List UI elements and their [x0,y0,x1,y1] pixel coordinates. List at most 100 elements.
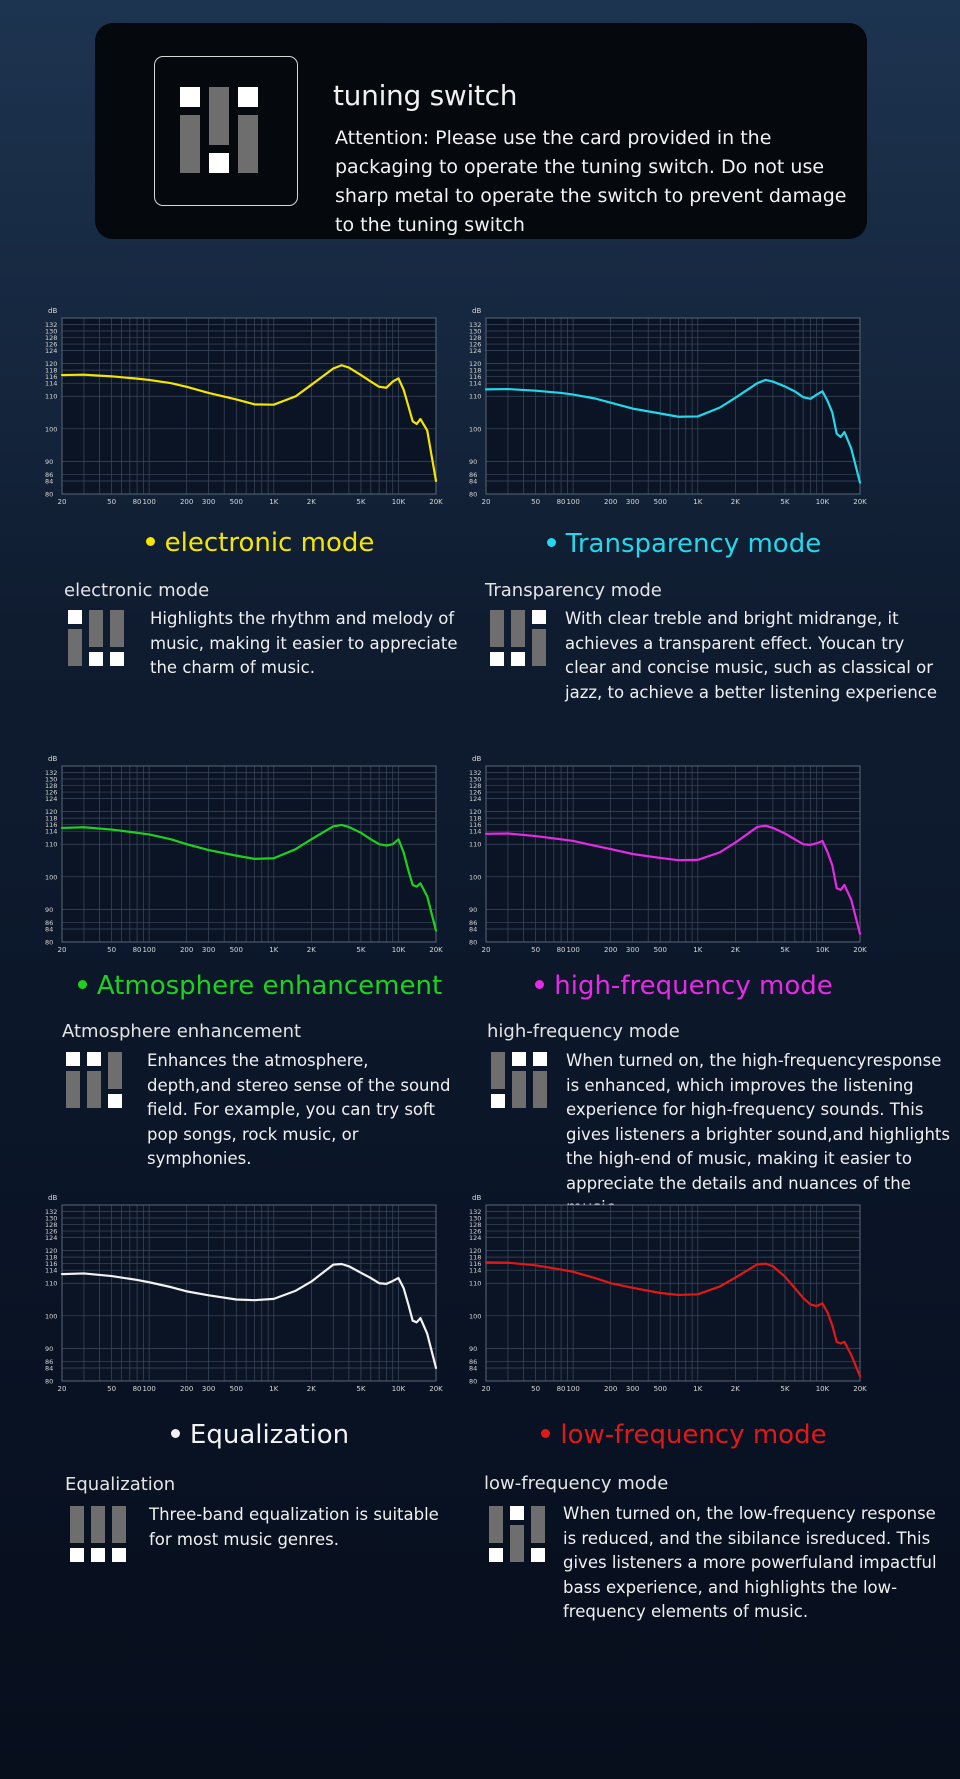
switch-position-icon-transparency [490,610,546,666]
switch-knob [490,652,504,666]
frequency-response-chart-atmosphere: dB13213012812612412011811611411010090868… [45,755,443,954]
switch-track [238,115,258,173]
y-tick-label: 132 [45,321,57,329]
x-tick-label: 500 [230,946,243,954]
switch-diagram-icon [180,87,258,173]
response-curve-atmosphere [60,823,438,932]
mode-subtitle-high-frequency: high-frequency mode [487,1021,680,1042]
y-tick-label: 118 [469,815,481,823]
x-tick-label: 500 [654,1385,667,1393]
x-tick-label: 80 [133,946,142,954]
x-tick-label: 50 [531,498,540,506]
y-tick-label: 100 [469,1312,481,1320]
x-tick-label: 50 [531,1385,540,1393]
frequency-response-chart-high-frequency: dB13213012812612412011811611411010090868… [469,755,867,954]
y-tick-label: 116 [469,1260,481,1268]
y-tick-label: 114 [45,828,57,836]
y-tick-label: 126 [45,789,57,797]
y-tick-label: 132 [469,321,481,329]
y-tick-label: 100 [45,425,57,433]
x-tick-label: 1K [269,946,278,954]
switch-track [70,1506,84,1543]
x-tick-label: 1K [693,1385,702,1393]
switch-knob [491,1094,505,1108]
mode-subtitle-equalization: Equalization [65,1474,176,1495]
y-tick-label: 80 [469,491,477,499]
switch-track [66,1071,80,1108]
switch-knob [512,1052,526,1066]
x-tick-label: 500 [230,1385,243,1393]
x-tick-label: 5K [780,498,789,506]
y-tick-label: 86 [45,919,53,927]
mode-heading-high-frequency: high-frequency mode [474,971,894,1001]
switch-position-icon-low-frequency [489,1506,545,1562]
x-tick-label: 300 [202,1385,215,1393]
y-tick-label: 118 [45,1254,57,1262]
mode-description-high-frequency: When turned on, the high-frequencyrespon… [566,1051,950,1217]
y-tick-label: 86 [469,1358,477,1366]
y-tick-label: 128 [45,782,57,790]
response-curve-electronic [60,364,438,483]
y-tick-label: 118 [45,367,57,375]
switch-knob [87,1052,101,1066]
mode-switch-slider-1 [66,1052,80,1108]
frequency-response-chart-low-frequency: dB13213012812612412011811611411010090868… [469,1194,867,1393]
mode-subtitle-low-frequency: low-frequency mode [484,1473,669,1494]
response-curve-high-frequency [484,824,862,935]
switch-track [108,1052,122,1089]
switch-track [68,629,82,666]
switch-track [112,1506,126,1543]
mode-switch-slider-2 [87,1052,101,1108]
y-tick-label: 116 [45,821,57,829]
header-switch-slider-2 [209,87,229,173]
x-tick-label: 2K [307,946,316,954]
response-curve-low-frequency [484,1261,862,1378]
mode-description-transparency: With clear treble and bright midrange, i… [565,609,938,702]
y-tick-label: 126 [45,1228,57,1236]
chart-border [485,317,861,495]
y-tick-label: 84 [45,477,53,485]
mode-heading-text: electronic mode [164,528,375,558]
y-tick-label: 90 [469,458,477,466]
y-tick-label: 100 [45,1312,57,1320]
y-tick-label: 120 [469,808,481,816]
chart-border [61,317,437,495]
y-tick-label: 80 [45,491,53,499]
y-tick-label: 80 [469,1378,477,1386]
mode-description-equalization: Three-band equalization is suitable for … [149,1505,439,1549]
switch-track [511,610,525,647]
switch-track [491,1052,505,1089]
mode-description-electronic: Highlights the rhythm and melody of musi… [150,609,458,677]
mode-switch-slider-3 [108,1052,122,1108]
y-tick-label: 110 [45,1280,57,1288]
x-tick-label: 20 [482,498,491,506]
x-tick-label: 20K [853,1385,867,1393]
mode-switch-slider-2 [511,610,525,666]
y-tick-label: 124 [45,795,57,803]
tuning-switch-illustration [154,56,298,206]
y-tick-label: 120 [45,360,57,368]
switch-knob [209,153,229,173]
switch-knob [66,1052,80,1066]
x-tick-label: 200 [604,1385,617,1393]
y-tick-label: 84 [45,925,53,933]
x-tick-label: 20 [482,946,491,954]
x-tick-label: 80 [557,498,566,506]
x-tick-label: 500 [654,498,667,506]
x-tick-label: 20K [853,946,867,954]
switch-track [489,1506,503,1543]
switch-track [531,1506,545,1543]
y-axis-unit: dB [472,755,481,763]
y-tick-label: 114 [469,828,481,836]
x-tick-label: 20 [58,1385,67,1393]
mode-subtitle-electronic: electronic mode [64,580,210,601]
x-tick-label: 20K [429,1385,443,1393]
y-tick-label: 84 [469,477,477,485]
y-tick-label: 132 [45,769,57,777]
switch-track [91,1506,105,1543]
mode-switch-slider-2 [512,1052,526,1108]
mode-switch-slider-1 [489,1506,503,1562]
switch-track [209,87,229,145]
y-tick-label: 110 [469,1280,481,1288]
mode-switch-slider-3 [110,610,124,666]
